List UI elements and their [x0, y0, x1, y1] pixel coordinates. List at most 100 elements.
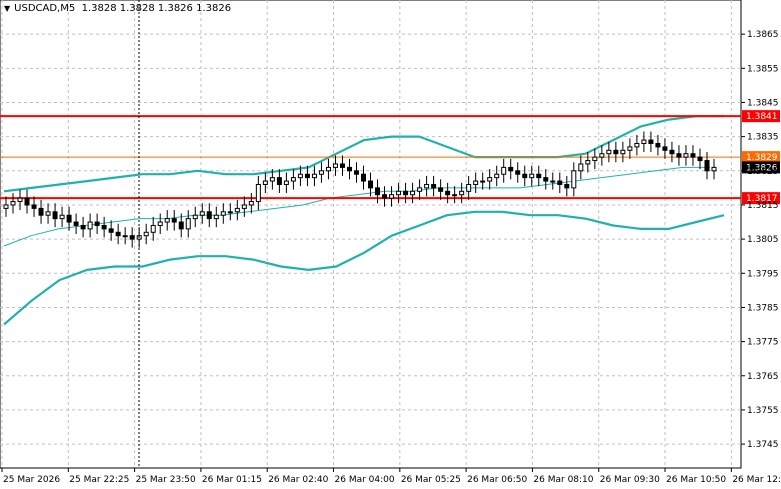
x-tick-label: 26 Mar 05:25 [401, 475, 461, 485]
candle-body [578, 163, 584, 172]
candle-body [571, 170, 577, 189]
y-tick-label: 1.3785 [747, 303, 779, 313]
candle-body [452, 194, 458, 197]
chart-header: ▼ USDCAD,M5 1.3828 1.3828 1.3826 1.3826 [4, 3, 231, 14]
candle-body [662, 146, 668, 151]
candle-body [178, 221, 184, 230]
upper-band-line [3, 114, 724, 193]
candle-body [45, 211, 51, 216]
time-axis[interactable]: 25 Mar 2026 25 Mar 22:25 25 Mar 23:50 26 Ma… [1, 468, 781, 485]
candle-body [164, 218, 170, 223]
indicator-lines [3, 114, 725, 326]
candle-body [438, 187, 444, 192]
x-tick-label: 25 Mar 22:25 [69, 475, 129, 485]
candle-body [38, 207, 44, 216]
dropdown-arrow-icon[interactable]: ▼ [4, 4, 11, 13]
candle-body [171, 218, 177, 223]
candle-body [227, 211, 233, 214]
candle-body [445, 190, 451, 196]
y-tick-label: 1.3765 [747, 372, 779, 382]
candle-body [711, 166, 717, 172]
candle-body [620, 149, 626, 155]
candle-body [150, 224, 156, 233]
y-tick-label: 1.3845 [747, 98, 779, 108]
candle-body [234, 207, 240, 213]
candle-body [522, 173, 528, 179]
candle-body [318, 170, 324, 175]
candle-body [480, 180, 486, 183]
y-tick-label: 1.3775 [747, 338, 779, 348]
candle-body [248, 201, 254, 206]
candle-body [375, 187, 381, 196]
price-axis[interactable]: 1.38651.38551.38451.38351.38251.38151.38… [741, 30, 779, 450]
level-price-tag [742, 192, 780, 205]
candle-body [66, 214, 72, 223]
y-tick-label: 1.3825 [747, 167, 779, 177]
level-price-tag [742, 110, 780, 123]
x-tick-label: 25 Mar 2026 [3, 475, 60, 485]
candle-body [676, 153, 682, 158]
y-tick-label: 1.3865 [747, 30, 779, 40]
x-tick-label: 26 Mar 12:10 [732, 475, 781, 485]
candle-body [129, 235, 135, 240]
candlesticks [3, 131, 717, 248]
candle-body [368, 180, 374, 189]
candle-body [557, 180, 563, 185]
candle-body [17, 197, 23, 203]
candle-body [290, 177, 296, 182]
candle-body [704, 160, 710, 172]
candle-body [108, 228, 114, 233]
candle-body [473, 180, 479, 185]
candle-body [508, 166, 514, 172]
y-tick-label: 1.3805 [747, 235, 779, 245]
y-tick-label: 1.3755 [747, 406, 779, 416]
price-tag [742, 161, 780, 174]
candle-body [283, 180, 289, 185]
candle-body [332, 163, 338, 168]
candle-body [206, 211, 212, 220]
candle-body [255, 183, 261, 203]
candle-body [543, 177, 549, 182]
price-tag-label: 1.3829 [746, 153, 778, 163]
candle-body [613, 149, 619, 155]
candle-body [199, 211, 205, 216]
candle-body [157, 221, 163, 226]
price-tag-label: 1.3826 [746, 163, 778, 173]
candle-body [487, 177, 493, 182]
candle-body [304, 173, 310, 179]
candle-body [192, 214, 198, 220]
y-tick-label: 1.3745 [747, 440, 779, 450]
x-tick-label: 26 Mar 01:15 [202, 475, 262, 485]
candle-body [424, 183, 430, 189]
candle-body [431, 183, 437, 189]
candle-body [311, 173, 317, 179]
candle-body [94, 221, 100, 226]
candle-body [389, 194, 395, 199]
candle-body [24, 197, 30, 206]
candle-body [403, 190, 409, 196]
candle-body [297, 173, 303, 179]
y-tick-label: 1.3795 [747, 269, 779, 279]
price-tag [742, 151, 780, 164]
candle-body [655, 142, 661, 148]
ohlc-values: 1.3828 1.3828 1.3826 1.3826 [81, 3, 232, 14]
candle-body [31, 204, 37, 209]
candle-body [3, 204, 9, 209]
candle-body [52, 211, 58, 220]
candle-body [564, 183, 570, 189]
candle-body [669, 149, 675, 155]
candle-body [143, 231, 149, 237]
candle-body [241, 204, 247, 209]
y-tick-label: 1.3855 [747, 64, 779, 74]
candle-body [536, 173, 542, 179]
x-tick-label: 26 Mar 10:50 [666, 475, 726, 485]
candle-body [690, 153, 696, 158]
candle-body [599, 153, 605, 158]
candle-body [410, 190, 416, 196]
candle-body [73, 221, 79, 226]
x-tick-label: 26 Mar 09:30 [600, 475, 660, 485]
candle-body [10, 201, 16, 206]
candle-body [361, 173, 367, 182]
